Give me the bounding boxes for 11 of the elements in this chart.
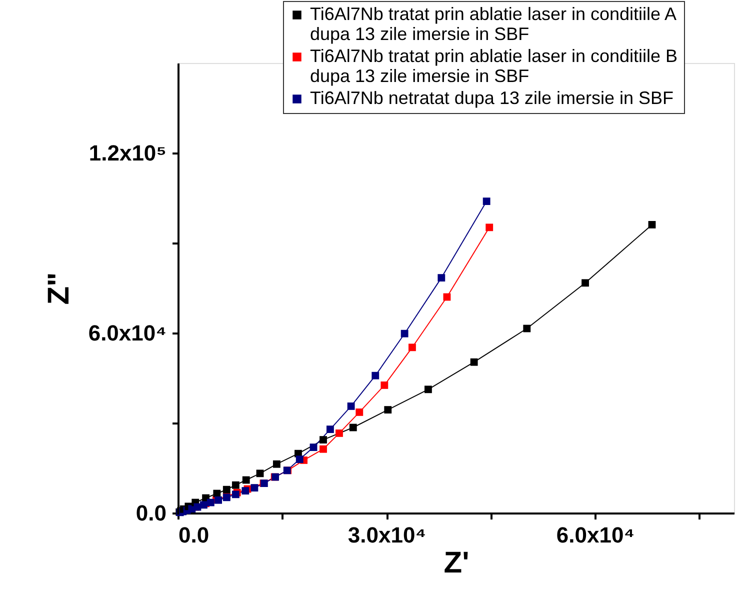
legend-label: Ti6Al7Nb tratat prin ablatie laser in conditiile A dupa 13 zile imersie in SBF <box>310 4 677 44</box>
y-tick-label: 1.2x10⁵ <box>88 140 166 166</box>
y-tick-label: 0.0 <box>136 500 166 526</box>
y-tick-label: 6.0x10⁴ <box>88 320 166 346</box>
x-tick-label: 3.0x10⁴ <box>348 522 426 548</box>
x-axis-title: Z' <box>444 546 470 580</box>
y-axis-title: Z" <box>42 272 76 305</box>
x-tick-label: 0.0 <box>178 522 210 548</box>
legend-label: Ti6Al7Nb tratat prin ablatie laser in conditiile B dupa 13 zile imersie in SBF <box>310 46 678 86</box>
x-tick-label: 6.0x10⁴ <box>556 522 635 548</box>
legend-label: Ti6Al7Nb netratat dupa 13 zile imersie in SBF <box>310 88 674 108</box>
